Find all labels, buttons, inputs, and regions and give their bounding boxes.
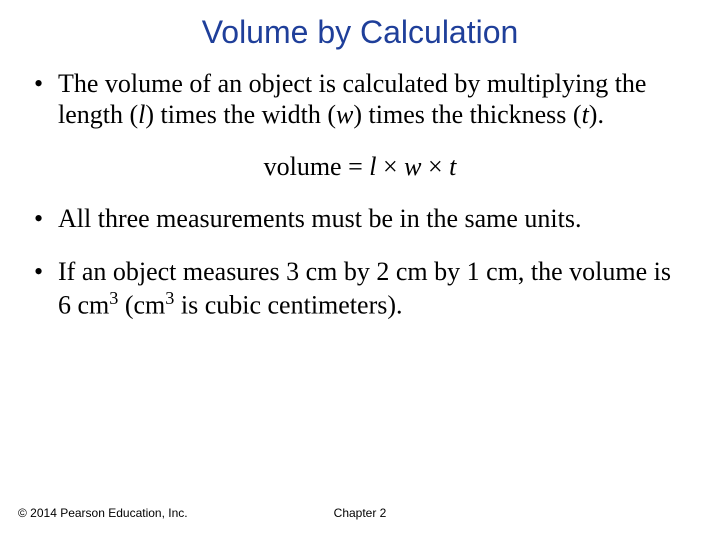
bullet-3-text-post: is cubic centimeters). <box>174 290 402 319</box>
bullet-3: If an object measures 3 cm by 2 cm by 1 … <box>30 257 690 321</box>
footer-chapter: Chapter 2 <box>334 506 387 520</box>
footer-copyright: © 2014 Pearson Education, Inc. <box>18 506 188 520</box>
sup-1: 3 <box>109 288 118 308</box>
slide-content: The volume of an object is calculated by… <box>0 69 720 321</box>
bullet-3-text-mid: (cm <box>118 290 165 319</box>
var-t: t <box>582 100 589 129</box>
formula-op2: × <box>422 152 450 181</box>
formula-t: t <box>449 152 456 181</box>
bullet-2: All three measurements must be in the sa… <box>30 204 690 235</box>
bullet-1-text-mid2: ) times the thickness ( <box>353 100 581 129</box>
formula: volume = l × w × t <box>30 152 690 182</box>
bullet-list-2: All three measurements must be in the sa… <box>30 204 690 321</box>
var-w: w <box>336 100 353 129</box>
sup-2: 3 <box>165 288 174 308</box>
formula-w: w <box>404 152 421 181</box>
formula-pre: volume = <box>264 152 370 181</box>
bullet-2-text: All three measurements must be in the sa… <box>58 204 582 233</box>
slide-title: Volume by Calculation <box>0 0 720 69</box>
bullet-1-text-post: ). <box>589 100 604 129</box>
bullet-1: The volume of an object is calculated by… <box>30 69 690 130</box>
formula-op1: × <box>376 152 404 181</box>
bullet-1-text-mid1: ) times the width ( <box>145 100 336 129</box>
bullet-list: The volume of an object is calculated by… <box>30 69 690 130</box>
